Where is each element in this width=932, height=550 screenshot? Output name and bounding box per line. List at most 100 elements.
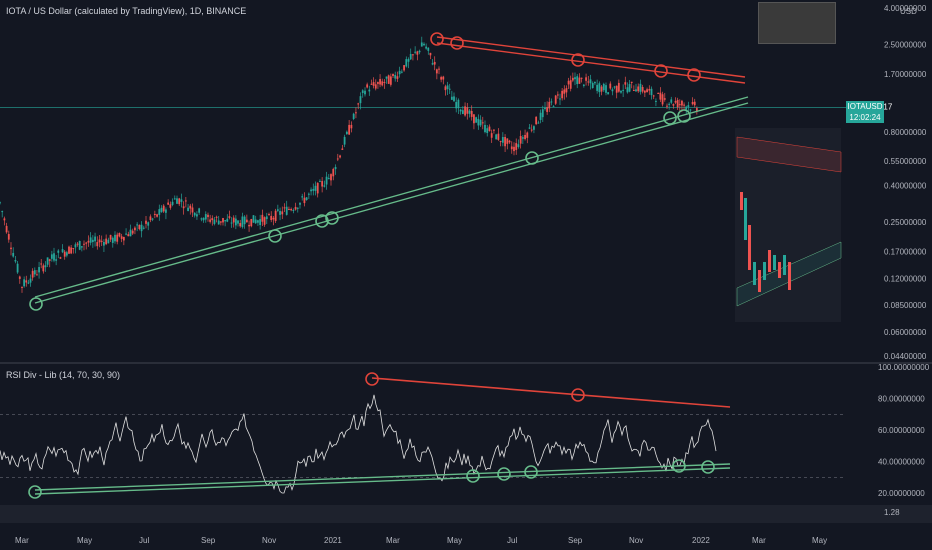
inset-resistance-band bbox=[736, 136, 842, 173]
candle-body bbox=[695, 108, 698, 112]
candle-body bbox=[585, 77, 587, 81]
candle-body bbox=[248, 224, 250, 227]
candle-body bbox=[659, 92, 662, 100]
candle-body bbox=[450, 96, 453, 100]
candle-body bbox=[103, 242, 105, 246]
candle-body bbox=[314, 185, 317, 191]
candle-body bbox=[169, 204, 172, 208]
candle-body bbox=[470, 110, 473, 117]
price-axis-tick: 0.25000000 bbox=[884, 218, 927, 227]
candle-body bbox=[541, 109, 544, 118]
candle-body bbox=[257, 220, 259, 223]
candle-body bbox=[400, 71, 403, 73]
candle-body bbox=[283, 207, 286, 209]
candle-body bbox=[149, 216, 152, 221]
candle-body bbox=[385, 76, 388, 79]
candle-body bbox=[394, 74, 397, 79]
candle-body bbox=[685, 106, 688, 110]
candle-body bbox=[464, 106, 466, 116]
candle-body bbox=[296, 207, 299, 209]
rsi-axis-tick: 40.00000000 bbox=[878, 458, 925, 467]
support-touch-marker bbox=[325, 211, 339, 225]
time-axis-tick: Nov bbox=[262, 536, 276, 545]
candle-body bbox=[524, 134, 526, 140]
candle-body bbox=[615, 85, 618, 93]
candle-body bbox=[241, 216, 244, 228]
candle-body bbox=[33, 270, 36, 275]
candle-body bbox=[187, 207, 189, 211]
candle-body bbox=[377, 82, 379, 84]
candle-body bbox=[591, 83, 594, 89]
candle-body bbox=[207, 214, 209, 218]
candle-body bbox=[327, 178, 330, 180]
candle-body bbox=[10, 247, 12, 250]
candle-body bbox=[202, 217, 205, 221]
time-axis-tick: 2022 bbox=[692, 536, 710, 545]
time-axis-tick: May bbox=[812, 536, 827, 545]
candle-body bbox=[423, 43, 425, 46]
candle-body bbox=[630, 81, 633, 83]
price-axis-tick: 0.08500000 bbox=[884, 301, 927, 310]
candle-body bbox=[196, 214, 198, 217]
candle-body bbox=[655, 100, 657, 102]
candle-body bbox=[27, 282, 30, 284]
price-axis-tick: 0.40000000 bbox=[884, 182, 927, 191]
support-touch-marker bbox=[663, 111, 677, 125]
candle-body bbox=[506, 138, 509, 144]
candle-body bbox=[50, 254, 53, 259]
candle-body bbox=[355, 112, 357, 114]
candle-body bbox=[274, 210, 277, 222]
candle-body bbox=[626, 87, 629, 93]
candle-body bbox=[12, 252, 15, 257]
candle-body bbox=[198, 208, 201, 213]
price-axis-tick: 0.04400000 bbox=[884, 352, 927, 361]
candle-body bbox=[681, 100, 683, 106]
candle-body bbox=[574, 77, 576, 80]
candle-body bbox=[567, 80, 570, 85]
candle-body bbox=[425, 46, 428, 49]
candle-body bbox=[448, 88, 451, 90]
candle-body bbox=[48, 259, 51, 261]
candle-body bbox=[438, 68, 440, 70]
inset-candle bbox=[748, 225, 751, 270]
rsi-resistance-marker bbox=[571, 388, 585, 402]
candle-body bbox=[571, 77, 574, 81]
candle-body bbox=[178, 198, 181, 205]
price-badge: IOTAUSD 12:02:24 bbox=[846, 101, 884, 123]
candle-body bbox=[550, 101, 553, 103]
candle-body bbox=[142, 227, 145, 229]
candle-body bbox=[211, 218, 214, 221]
support-touch-marker bbox=[268, 229, 282, 243]
candle-body bbox=[559, 98, 561, 100]
candle-body bbox=[554, 95, 557, 104]
candle-body bbox=[234, 218, 237, 226]
candle-body bbox=[160, 207, 163, 213]
candle-body bbox=[299, 202, 301, 205]
candle-body bbox=[288, 208, 290, 210]
candle-body bbox=[42, 265, 45, 272]
candle-body bbox=[118, 233, 121, 237]
candle-body bbox=[515, 143, 518, 150]
chart-thumbnail bbox=[758, 2, 836, 44]
candle-body bbox=[228, 216, 231, 218]
candle-body bbox=[153, 213, 156, 215]
candle-body bbox=[663, 98, 666, 100]
candle-body bbox=[151, 218, 154, 220]
candle-body bbox=[517, 144, 520, 147]
candle-body bbox=[138, 224, 141, 230]
candle-body bbox=[526, 132, 529, 138]
candle-body bbox=[171, 201, 174, 205]
price-axis-tick: 1.70000000 bbox=[884, 70, 927, 79]
candle-body bbox=[40, 263, 43, 265]
rsi-support-marker bbox=[466, 469, 480, 483]
candle-body bbox=[403, 65, 405, 71]
candle-body bbox=[521, 137, 524, 139]
candle-body bbox=[683, 104, 685, 106]
candle-body bbox=[459, 109, 462, 112]
candle-body bbox=[325, 176, 328, 185]
time-axis-tick: Mar bbox=[752, 536, 766, 545]
price-resistance-line bbox=[436, 36, 746, 78]
candle-body bbox=[528, 127, 531, 129]
candle-body bbox=[490, 133, 493, 138]
